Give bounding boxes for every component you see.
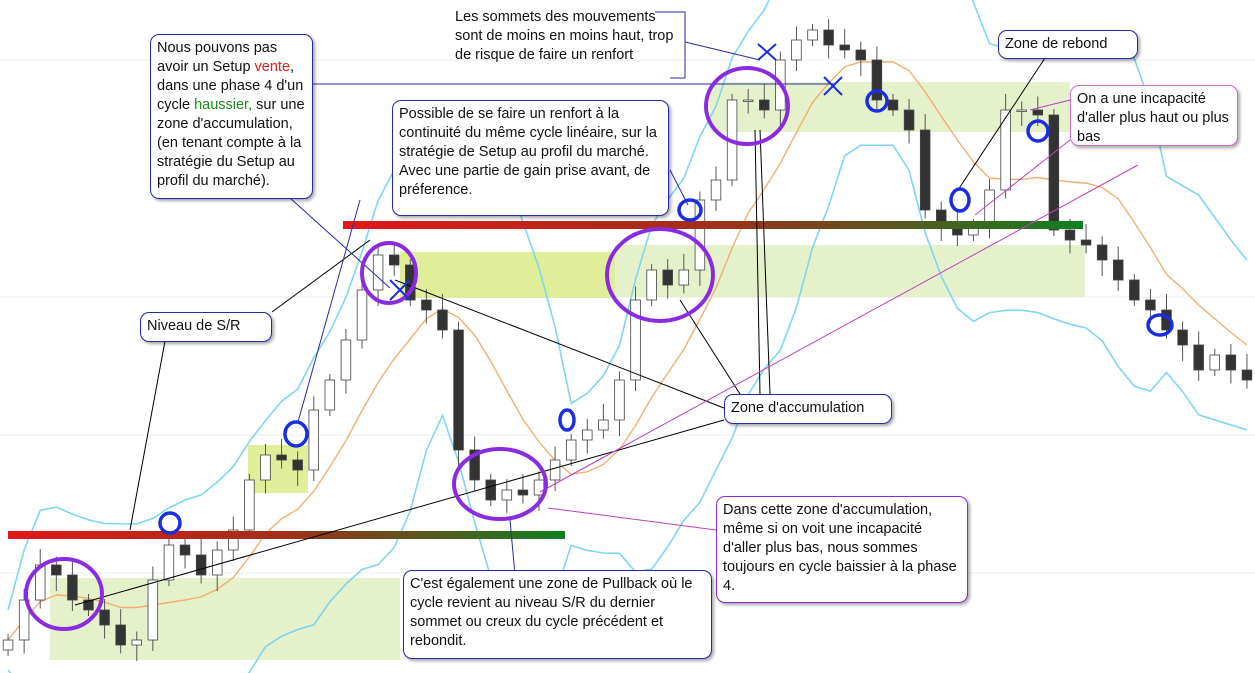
ellipse-marker [452,447,548,521]
callout-accumulation: Zone d'accumulation [724,394,892,424]
circle-marker [558,408,576,432]
sr-line-lower [8,531,565,539]
callout-incapacite: On a une incapacité d'aller plus haut ou… [1070,85,1238,146]
candle [244,474,255,536]
candle [1096,236,1108,276]
sr-line-upper [343,221,1083,229]
candle [324,374,336,416]
ellipse-marker [360,241,418,305]
candle [582,419,593,454]
candle [34,549,46,609]
candle [179,534,191,569]
candle [742,89,754,114]
callout-rebond: Zone de rebond [998,30,1138,59]
cross-markers [389,43,843,301]
candle [710,166,722,211]
candle [565,434,577,466]
circle-marker [283,420,309,448]
candle [1016,101,1027,126]
sell-word: vente [254,59,291,75]
candle [887,94,899,116]
candle [437,294,448,339]
candle [759,84,770,119]
callout-sommets: Les sommets des mouvements sont de moins… [455,9,674,63]
circle-marker [865,89,889,113]
candle [984,179,995,239]
candle [131,631,142,661]
candle [1241,354,1253,389]
blue-circles [158,89,1174,535]
candle [388,241,400,276]
circle-marker [1146,313,1174,337]
candle [51,556,62,591]
circle-marker [1026,119,1050,143]
candle [662,259,673,299]
candle [356,274,368,349]
candle [614,371,625,436]
callout-niveau-sr: Niveau de S/R [140,312,272,342]
candle [823,19,834,59]
candle [1209,349,1221,376]
candle [485,474,496,506]
candle [1129,274,1140,306]
ellipse-marker [605,227,715,323]
zone-3 [400,252,615,298]
candle [147,566,159,651]
candle [99,599,110,639]
candle [839,29,850,59]
candle [1225,344,1237,384]
candle [340,329,352,394]
candle [903,99,915,144]
circle-marker [949,187,971,213]
candle [453,321,464,466]
ellipse-marker [24,557,104,631]
candle [1080,224,1092,254]
candle [855,41,867,76]
callout-pullback: C'est également une zone de Pullback où … [403,570,712,659]
circle-marker [158,511,182,535]
candle [292,451,303,486]
callout-text: sur une zone d'accumulation, (en tenant … [157,97,305,189]
bollinger-middle [7,61,1248,641]
bollinger-lower [7,144,1248,673]
candle [276,439,287,469]
callout-baissier: Dans cette zone d'accumulation, même si … [716,496,968,603]
callout-text: Nous pouvons pas avoir un Setup [157,40,278,75]
candle [871,46,883,111]
candle [83,594,94,616]
candle [260,444,271,494]
annotation-lines [74,11,1139,606]
bullish-word: haussier, [194,97,253,113]
callout-renfort: Possible de se faire un renfort à la con… [392,100,669,216]
candle [1113,246,1124,291]
candle [18,589,30,654]
candle [1048,109,1060,236]
candle [791,26,802,71]
candle [308,396,319,481]
candle [501,479,513,514]
purple-ellipses [24,66,790,631]
ellipse-marker [704,66,790,146]
candle [1177,321,1188,361]
candle [1193,331,1204,381]
candle [646,264,657,306]
candle [678,254,690,294]
zone-4 [615,245,1085,297]
candle [67,561,78,611]
circle-marker [677,198,703,222]
callout-setup: Nous pouvons pas avoir un Setup vente, d… [150,34,313,199]
candle [195,539,207,584]
candle [2,634,14,656]
candle [517,474,529,504]
candle [807,24,818,46]
candle [469,436,480,491]
candle [115,609,126,654]
candle [421,289,432,324]
candle [211,541,223,591]
candle [598,404,609,439]
callout-text: , dans une phase 4 d'un cycle [157,59,304,113]
candle [1000,94,1011,199]
candle [919,114,931,219]
